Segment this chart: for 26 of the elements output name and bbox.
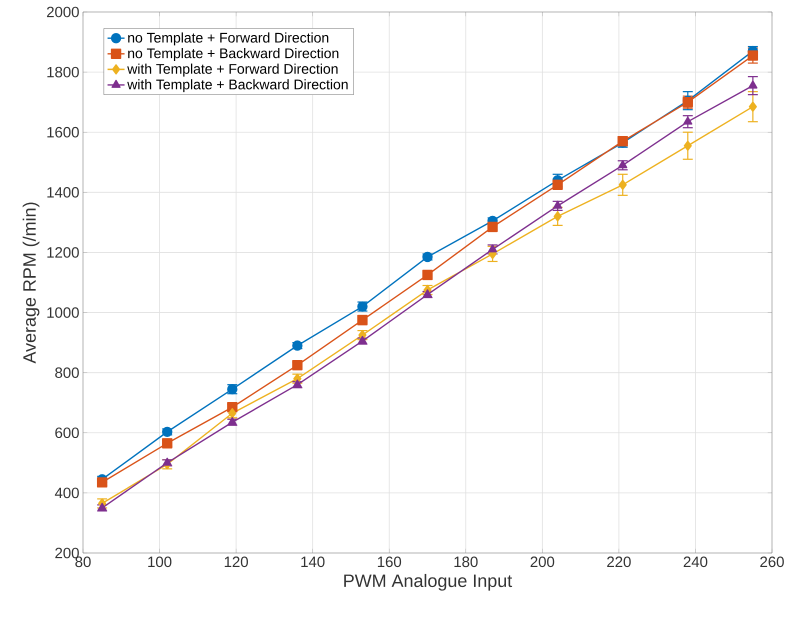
y-axis-title: Average RPM (/min)	[22, 202, 40, 364]
legend-label: no Template + Forward Direction	[128, 32, 328, 46]
x-tick-label: 140	[301, 556, 325, 568]
x-tick-label: 220	[607, 556, 631, 568]
y-tick-label: 1200	[47, 247, 79, 258]
y-tick-label: 600	[55, 427, 79, 438]
y-tick-label: 400	[54, 488, 79, 498]
x-tick-label: 120	[224, 556, 248, 568]
y-tick-label: 800	[55, 367, 79, 378]
legend-label: no Template + Backward Direction	[128, 48, 338, 61]
x-tick-label: 100	[148, 556, 172, 568]
legend-label: with Template + Backward Direction	[127, 79, 348, 92]
y-tick-label: 1000	[47, 307, 79, 318]
y-tick-label: 2000	[46, 6, 79, 18]
x-tick-label: 180	[454, 556, 478, 568]
x-tick-label: 260	[760, 556, 784, 568]
y-tick-label: 200	[55, 548, 79, 558]
y-tick-label: 1400	[47, 187, 79, 198]
x-tick-label: 200	[530, 556, 554, 568]
x-tick-label: 240	[684, 556, 708, 568]
x-tick-label: 160	[378, 556, 402, 568]
y-tick-label: 1800	[47, 66, 79, 78]
x-tick-label: 80	[75, 556, 91, 568]
legend-label: with Template + Forward Direction	[127, 64, 338, 77]
x-axis-title: PWM Analogue Input	[344, 574, 512, 591]
y-tick-label: 1600	[47, 126, 79, 138]
